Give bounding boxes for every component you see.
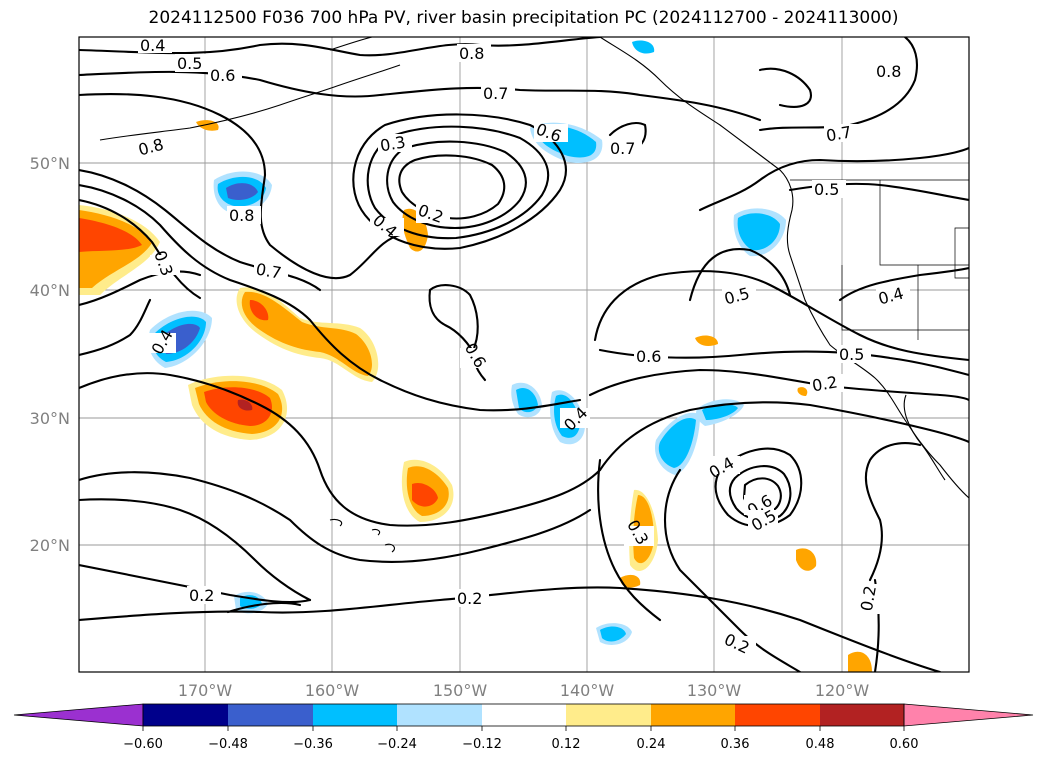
pv-contours: [79, 37, 969, 672]
colorbar-bin: [313, 704, 397, 726]
contour-label: 0.5: [748, 506, 780, 535]
colorbar-bin: [143, 704, 228, 726]
contour-label: 0.2: [810, 372, 844, 395]
contour-label: 0.2: [187, 586, 221, 605]
contour-label: 0.4: [369, 210, 404, 241]
svg-text:0.5: 0.5: [839, 345, 864, 364]
svg-text:0.7: 0.7: [483, 84, 508, 103]
svg-text:0.5: 0.5: [177, 54, 202, 73]
svg-text:0.2: 0.2: [457, 589, 482, 608]
contour-label: 0.6: [208, 66, 242, 85]
contour-label: 0.2: [455, 589, 489, 608]
svg-text:0.6: 0.6: [210, 66, 235, 85]
colorbar-tick-label: −0.60: [123, 737, 163, 752]
lon-label: 170°W: [178, 681, 233, 700]
colorbar-tick-label: 0.36: [721, 737, 750, 752]
contour-label: 0.2: [721, 630, 756, 658]
colorbar-extend-min: [13, 703, 144, 727]
svg-text:0.4: 0.4: [140, 36, 165, 55]
lon-label: 130°W: [687, 681, 742, 700]
contour-label: 0.8: [136, 135, 170, 160]
colorbar-ticks: [142, 726, 905, 731]
map-title: 2024112500 F036 700 hPa PV, river basin …: [148, 8, 899, 28]
precip-shading: [79, 40, 872, 672]
colorbar-tick-label: 0.48: [806, 737, 835, 752]
contour-label: 0.7: [254, 260, 288, 283]
svg-text:0.2: 0.2: [189, 586, 214, 605]
colorbar-bin: [735, 704, 820, 726]
map-frame: [78, 36, 970, 673]
contour-label: 0.6: [460, 340, 490, 371]
colorbar-extend-max: [903, 703, 1034, 727]
svg-text:0.3: 0.3: [379, 132, 407, 155]
lon-label: 150°W: [433, 681, 488, 700]
svg-text:0.2: 0.2: [857, 584, 880, 612]
lat-label: 50°N: [30, 154, 70, 173]
colorbar: −0.60 −0.48 −0.36 −0.24 −0.12 0.12 0.24 …: [13, 703, 1034, 752]
colorbar-tick-label: 0.60: [890, 737, 919, 752]
contour-label: 0.4: [138, 36, 172, 55]
svg-text:0.7: 0.7: [610, 139, 635, 158]
lon-label: 140°W: [560, 681, 615, 700]
contour-label: 0.6: [634, 347, 668, 366]
contour-label: 0.5: [722, 284, 756, 309]
contour-label: 0.8: [227, 206, 261, 225]
svg-text:0.7: 0.7: [254, 260, 282, 283]
svg-text:0.8: 0.8: [876, 62, 901, 81]
contour-label: 0.7: [481, 84, 515, 103]
colorbar-tick-label: −0.24: [377, 737, 417, 752]
svg-text:0.6: 0.6: [636, 347, 661, 366]
contour-label: 0.5: [175, 54, 209, 73]
contour-labels: 0.4 0.5 0.6 0.8 0.7 0.8 0.8 0.3 0.6 0.7 …: [136, 36, 910, 658]
colorbar-tick-label: −0.12: [462, 737, 502, 752]
contour-label: 0.3: [378, 132, 412, 155]
lat-label: 40°N: [30, 281, 70, 300]
contour-label: 0.5: [812, 180, 846, 199]
svg-text:0.5: 0.5: [814, 180, 839, 199]
colorbar-bin: [397, 704, 482, 726]
svg-text:0.8: 0.8: [459, 44, 484, 63]
colorbar-bin: [228, 704, 313, 726]
contour-label: 0.2: [415, 200, 450, 227]
contour-label: 0.8: [874, 62, 908, 81]
contour-label: 0.3: [150, 248, 180, 278]
colorbar-tick-label: 0.12: [552, 737, 581, 752]
colorbar-tick-label: −0.48: [208, 737, 248, 752]
colorbar-tick-label: 0.24: [637, 737, 666, 752]
svg-text:0.7: 0.7: [825, 122, 853, 145]
colorbar-bin: [651, 704, 735, 726]
contour-label: 0.4: [876, 284, 910, 309]
colorbar-bin: [482, 704, 566, 726]
lon-label: 160°W: [305, 681, 360, 700]
contour-label: 0.5: [837, 345, 871, 364]
lon-label: 120°W: [815, 681, 870, 700]
svg-text:0.2: 0.2: [811, 372, 839, 395]
lat-label: 30°N: [30, 409, 70, 428]
colorbar-tick-label: −0.36: [293, 737, 333, 752]
contour-label: 0.8: [457, 44, 491, 63]
lat-label: 20°N: [30, 536, 70, 555]
contour-label: 0.7: [824, 122, 858, 145]
colorbar-bin: [566, 704, 651, 726]
svg-text:0.8: 0.8: [229, 206, 254, 225]
contour-label: 0.2: [856, 584, 880, 614]
coastlines: [99, 37, 969, 553]
colorbar-bin: [820, 704, 904, 726]
contour-label: 0.7: [608, 139, 642, 158]
latitude-labels: 50°N 40°N 30°N 20°N: [30, 154, 70, 555]
longitude-labels: 170°W 160°W 150°W 140°W 130°W 120°W: [178, 681, 870, 700]
